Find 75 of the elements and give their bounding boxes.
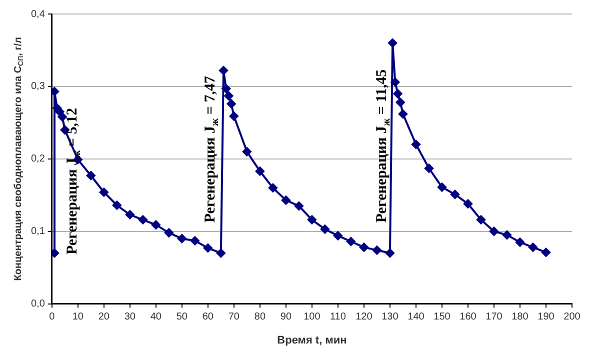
point (242, 147, 252, 156)
point (222, 84, 231, 94)
point (388, 38, 398, 48)
point (125, 210, 134, 220)
point (528, 242, 538, 252)
point (489, 226, 498, 236)
x-tick-label: 120 (356, 312, 373, 323)
point (320, 224, 330, 234)
point (203, 244, 212, 253)
x-axis-title: Время t, мин (277, 334, 347, 346)
x-tick-label: 30 (124, 312, 136, 323)
point (437, 182, 446, 192)
point (229, 112, 238, 121)
point (393, 89, 402, 98)
point (112, 200, 122, 210)
x-tick-label: 200 (564, 312, 581, 323)
y-tick-label: 0,3 (30, 81, 46, 92)
x-tick-label: 20 (98, 312, 110, 323)
point (177, 234, 186, 244)
point (138, 215, 148, 224)
point (86, 171, 96, 180)
x-tick-label: 140 (408, 312, 425, 323)
annotation: Регенерация Jж = 7,47 (202, 76, 221, 223)
point (390, 78, 400, 87)
point (346, 236, 356, 246)
point (398, 109, 408, 118)
x-tick-label: 90 (280, 312, 292, 323)
x-tick-label: 0 (49, 312, 56, 323)
point (476, 215, 486, 224)
x-tick-label: 180 (512, 312, 529, 323)
point (226, 99, 236, 108)
annotation: Регенерация Jж = 11,45 (374, 69, 392, 223)
x-tick-label: 70 (228, 312, 240, 323)
point (281, 196, 290, 205)
point (333, 231, 342, 240)
x-tick-label: 100 (304, 312, 321, 323)
x-tick-label: 150 (434, 312, 451, 323)
x-tick-label: 170 (486, 312, 503, 323)
x-tick-label: 110 (330, 312, 346, 323)
point (164, 228, 174, 238)
point (541, 248, 550, 257)
point (411, 140, 420, 149)
x-tick-label: 190 (538, 312, 555, 323)
point (515, 238, 524, 247)
point (99, 188, 108, 197)
y-tick-label: 0,2 (30, 154, 46, 165)
point (224, 91, 234, 100)
point (58, 112, 67, 122)
point (359, 242, 368, 252)
y-tick-label: 0,1 (30, 226, 46, 238)
y-tick-label: 0,0 (30, 298, 46, 310)
point (216, 248, 226, 258)
y-tick-label: 0,4 (30, 8, 46, 20)
point (307, 215, 316, 224)
x-tick-label: 50 (176, 312, 188, 323)
point (219, 66, 228, 76)
point (424, 164, 434, 173)
point (463, 199, 472, 208)
point (385, 248, 394, 258)
x-tick-label: 40 (150, 312, 162, 323)
x-tick-label: 80 (254, 312, 266, 323)
point (190, 236, 200, 246)
x-tick-label: 10 (72, 312, 84, 323)
point (151, 220, 160, 230)
point (450, 190, 460, 199)
point (294, 201, 304, 210)
point (396, 98, 405, 107)
x-tick-label: 130 (382, 312, 399, 323)
annotation: Регенерация Jж = 5,12 (64, 108, 83, 255)
point (372, 246, 382, 255)
x-tick-label: 60 (202, 312, 214, 323)
point (268, 183, 278, 192)
point (502, 230, 512, 240)
point (255, 166, 264, 176)
x-tick-label: 160 (460, 312, 477, 323)
